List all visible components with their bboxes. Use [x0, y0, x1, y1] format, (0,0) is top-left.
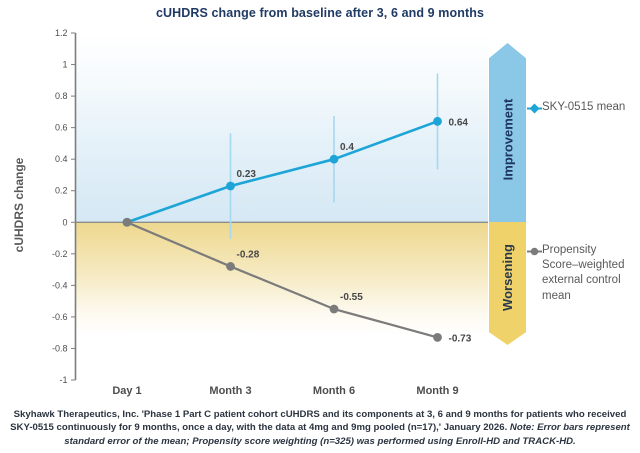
- data-point-sky-0515: [226, 181, 235, 191]
- y-tick-label: 0.6: [55, 123, 68, 133]
- series-line-control: [126, 221, 438, 339]
- value-label: -0.73: [449, 333, 472, 344]
- y-tick-label: -1: [59, 375, 67, 385]
- worsening-background-band: [76, 222, 488, 380]
- value-label: 0.4: [340, 142, 354, 153]
- y-tick-label: -0.4: [52, 280, 68, 290]
- value-label: 0.64: [449, 117, 469, 128]
- footnote-note: Note: Error bars represent standard erro…: [64, 422, 630, 447]
- worsening-arrow-label: Worsening: [500, 244, 515, 311]
- sky-0515-series-marker-icon: [527, 100, 542, 119]
- improvement-arrow-label: Improvement: [500, 98, 516, 181]
- value-label: -0.28: [237, 249, 260, 260]
- y-tick-label: 0.8: [55, 91, 68, 101]
- y-tick-label: 0.2: [55, 186, 68, 196]
- series-line-sky-0515: [126, 120, 438, 224]
- legend-label: Propensity Score–weighted external contr…: [542, 244, 625, 302]
- data-point-sky-0515: [433, 116, 442, 126]
- data-point-sky-0515: [329, 154, 339, 164]
- worsening-arrow: Worsening: [489, 222, 526, 345]
- footnote-citation: Skyhawk Therapeutics, Inc. 'Phase 1 Part…: [10, 409, 627, 434]
- x-axis-label: Day 1: [112, 385, 141, 397]
- legend-item-sky-0515: SKY-0515 mean: [527, 100, 635, 119]
- data-point-control: [226, 262, 235, 271]
- y-tick-label: -0.6: [52, 312, 68, 322]
- value-label: 0.23: [237, 169, 257, 180]
- data-point-control: [122, 217, 132, 227]
- control-series-marker-icon: [527, 243, 542, 304]
- data-point-control: [433, 333, 442, 342]
- chart-title: cUHDRS change from baseline after 3, 6 a…: [155, 6, 485, 20]
- y-tick-label: -0.2: [52, 249, 68, 259]
- y-tick-label: 1: [62, 60, 67, 70]
- x-axis-label: Month 9: [416, 385, 458, 397]
- data-point-control: [329, 304, 339, 314]
- y-tick-label: 0: [62, 217, 67, 227]
- x-axis-label: Month 3: [209, 385, 251, 397]
- improvement-arrow: Improvement: [489, 43, 526, 222]
- x-axis-label: Month 6: [313, 385, 355, 397]
- value-label: -0.55: [340, 292, 363, 303]
- legend-label: SKY-0515 mean: [542, 101, 626, 113]
- y-tick-label: 0.4: [55, 154, 68, 164]
- legend-item-propensity-control: Propensity Score–weighted external contr…: [527, 243, 635, 304]
- y-tick-label: -0.8: [52, 343, 68, 353]
- source-footnote: Skyhawk Therapeutics, Inc. 'Phase 1 Part…: [10, 408, 630, 448]
- y-tick-label: 1.2: [55, 28, 68, 38]
